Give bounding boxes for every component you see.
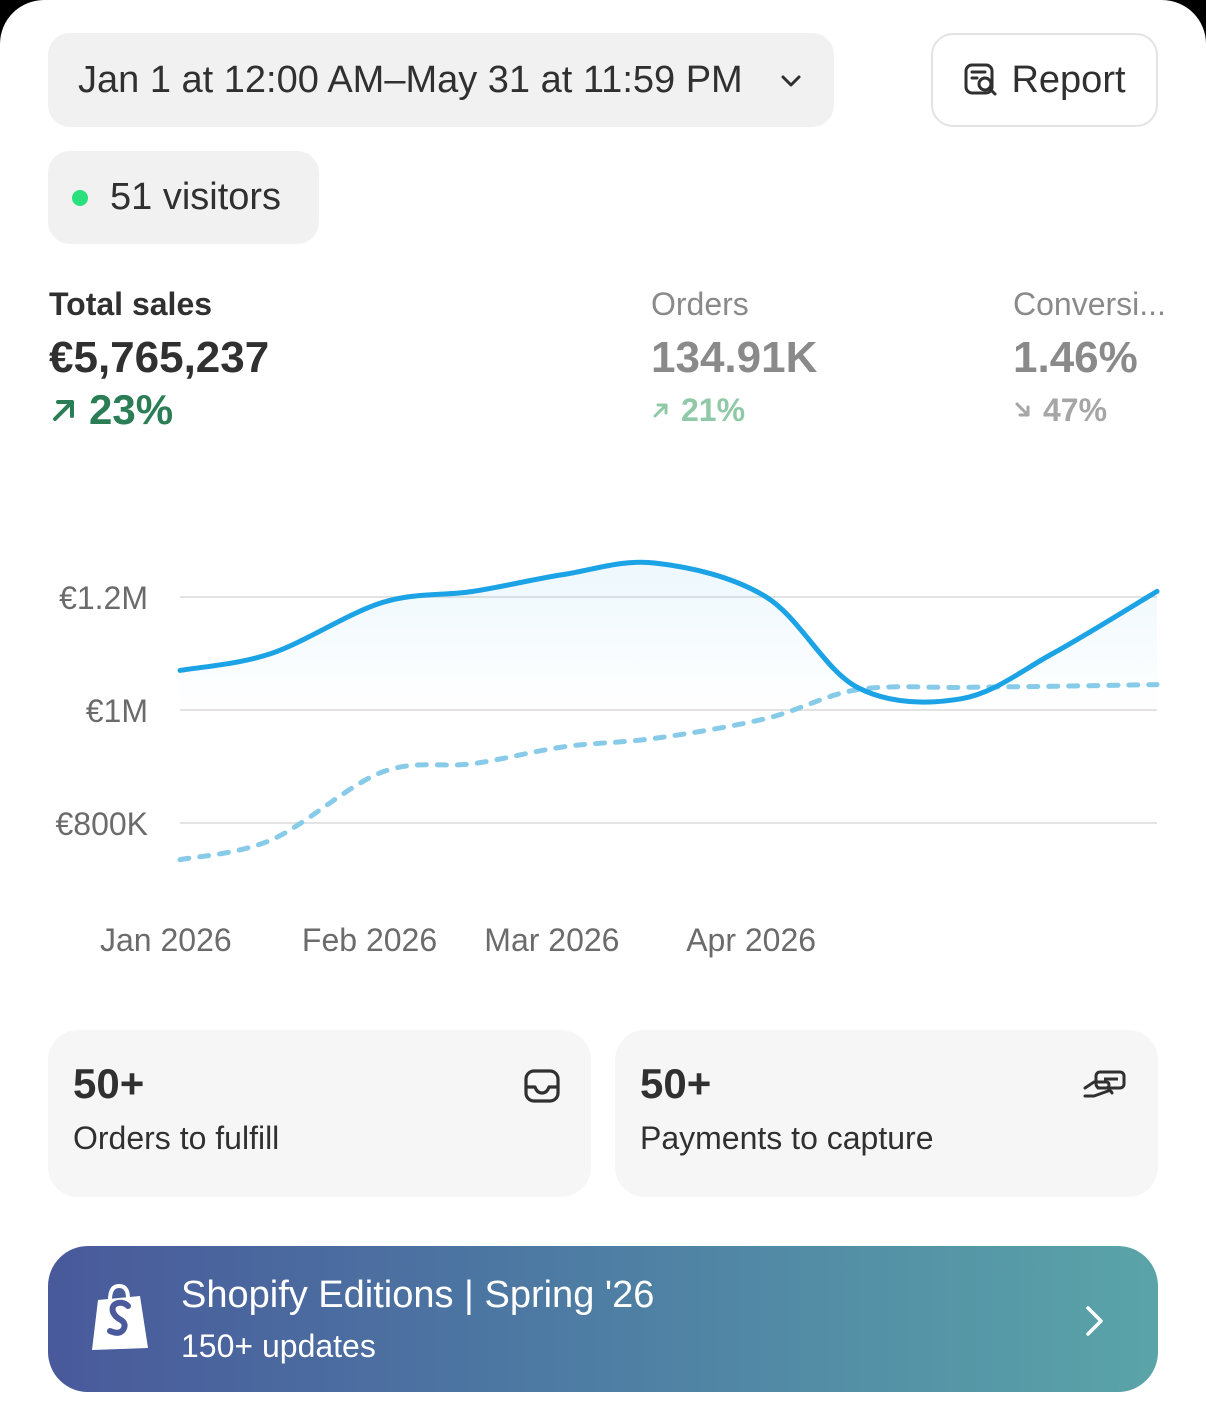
metric-label: Orders xyxy=(651,286,749,322)
metric-change: 23% xyxy=(49,388,269,432)
date-range-selector[interactable]: Jan 1 at 12:00 AM–May 31 at 11:59 PM xyxy=(48,33,834,127)
metric-value: 1.46% xyxy=(1013,333,1138,382)
inbox-icon xyxy=(524,1069,560,1103)
metric-label: Conversi... xyxy=(1013,286,1166,322)
banner-subtitle: 150+ updates xyxy=(181,1328,376,1364)
x-tick-label: Jan 2026 xyxy=(100,922,232,958)
tile-label: Orders to fulfill xyxy=(73,1120,280,1156)
y-tick-label: €1.2M xyxy=(59,580,148,616)
metric-change-value: 47% xyxy=(1043,392,1108,428)
arrow-up-right-icon xyxy=(653,403,668,418)
chevron-right-icon xyxy=(1086,1306,1103,1336)
live-visitors-badge[interactable]: 51 visitors xyxy=(48,151,319,244)
date-range-label: Jan 1 at 12:00 AM–May 31 at 11:59 PM xyxy=(78,58,743,101)
metric-label: Total sales xyxy=(49,286,213,322)
tile-label: Payments to capture xyxy=(640,1120,934,1156)
arrow-up-right-icon xyxy=(53,400,74,421)
x-tick-label: Mar 2026 xyxy=(484,922,619,958)
orders-to-fulfill-tile[interactable]: 50+ Orders to fulfill xyxy=(48,1030,591,1197)
tile-count: 50+ xyxy=(73,1060,145,1107)
report-search-icon xyxy=(964,63,997,96)
tile-count: 50+ xyxy=(640,1060,712,1107)
report-button[interactable]: Report xyxy=(931,33,1158,127)
metric-value: €5,765,237 xyxy=(49,333,270,382)
metric-change: 21% xyxy=(651,388,817,432)
visitors-label: 51 visitors xyxy=(110,176,282,218)
series-line-current xyxy=(177,559,1160,705)
y-tick-label: €1M xyxy=(86,693,148,729)
metric-total-sales[interactable]: Total sales €5,765,237 23% xyxy=(49,284,269,432)
x-tick-label: Apr 2026 xyxy=(686,922,816,958)
metric-orders[interactable]: Orders 134.91K 21% xyxy=(651,284,817,432)
metric-change-value: 21% xyxy=(681,392,746,428)
x-tick-label: Feb 2026 xyxy=(302,922,437,958)
metric-change-value: 23% xyxy=(89,386,174,433)
report-label: Report xyxy=(1011,58,1126,101)
sales-line-chart[interactable]: €800K €1M €1.2M Jan 2026 Feb 2026 Mar 2026 Apr… xyxy=(0,500,1206,980)
payment-hand-icon xyxy=(1083,1070,1126,1098)
y-tick-label: €800K xyxy=(55,806,148,842)
metric-conversion[interactable]: Conversi... 1.46% 47% xyxy=(1013,284,1166,432)
chevron-down-icon xyxy=(781,75,801,87)
metric-value: 134.91K xyxy=(651,333,818,382)
series-area xyxy=(180,562,1157,710)
payments-to-capture-tile[interactable]: 50+ Payments to capture xyxy=(615,1030,1158,1197)
shopify-bag-icon xyxy=(92,1283,148,1350)
banner-title: Shopify Editions | Spring '26 xyxy=(181,1274,655,1316)
shopify-editions-banner[interactable]: Shopify Editions | Spring '26 150+ updat… xyxy=(48,1246,1158,1392)
metric-change: 47% xyxy=(1013,388,1166,432)
live-dot-icon xyxy=(72,189,88,206)
arrow-down-right-icon xyxy=(1015,402,1030,417)
